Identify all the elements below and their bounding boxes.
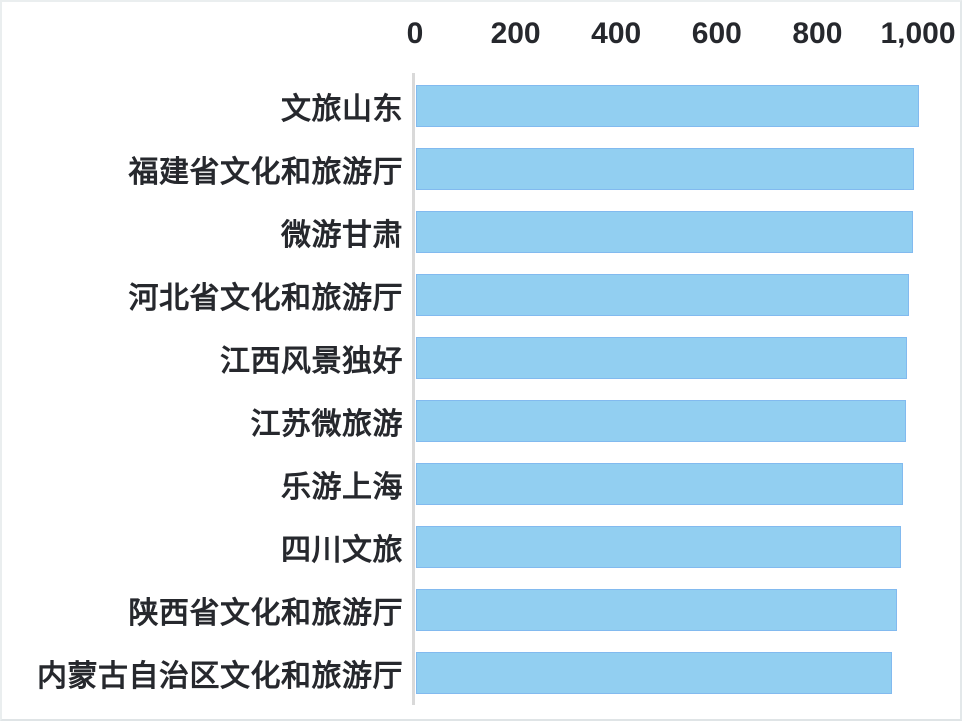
category-label: 内蒙古自治区文化和旅游厅 (37, 660, 403, 694)
chart-row: 内蒙古自治区文化和旅游厅 (2, 642, 960, 705)
bar (416, 336, 907, 379)
bar (416, 273, 909, 316)
x-axis-tick: 1,000 (880, 17, 956, 50)
x-axis-tick: 200 (490, 17, 541, 50)
chart-row: 陕西省文化和旅游厅 (2, 579, 960, 642)
x-axis-tick: 0 (406, 17, 424, 50)
category-label: 河北省文化和旅游厅 (128, 281, 403, 315)
chart-row: 文旅山东 (2, 74, 960, 137)
plot-area: 文旅山东福建省文化和旅游厅微游甘肃河北省文化和旅游厅江西风景独好江苏微旅游乐游上… (2, 74, 960, 705)
y-axis-line (412, 73, 415, 705)
bar (416, 210, 913, 253)
bar (416, 526, 901, 569)
category-label: 陕西省文化和旅游厅 (128, 597, 403, 631)
category-label: 乐游上海 (281, 471, 403, 505)
category-label: 江西风景独好 (220, 344, 403, 378)
category-label: 微游甘肃 (281, 218, 403, 252)
chart-row: 江西风景独好 (2, 326, 960, 389)
bar (416, 463, 903, 506)
x-axis-tick: 600 (691, 17, 742, 50)
bar (416, 84, 919, 127)
chart-row: 江苏微旅游 (2, 389, 960, 452)
chart-row: 四川文旅 (2, 516, 960, 579)
chart-row: 河北省文化和旅游厅 (2, 263, 960, 326)
x-axis: 0 200 400 600 800 1,000 (407, 15, 956, 55)
chart-row: 乐游上海 (2, 453, 960, 516)
chart-row: 福建省文化和旅游厅 (2, 137, 960, 200)
bar (416, 399, 906, 442)
bar (416, 589, 897, 632)
category-label: 江苏微旅游 (250, 408, 403, 442)
bar (416, 652, 892, 695)
chart-row: 微游甘肃 (2, 200, 960, 263)
x-axis-tick: 800 (792, 17, 843, 50)
category-label: 福建省文化和旅游厅 (128, 155, 403, 189)
category-label: 文旅山东 (281, 92, 403, 126)
category-label: 四川文旅 (281, 534, 403, 568)
x-axis-tick: 400 (591, 17, 642, 50)
bar (416, 147, 914, 190)
